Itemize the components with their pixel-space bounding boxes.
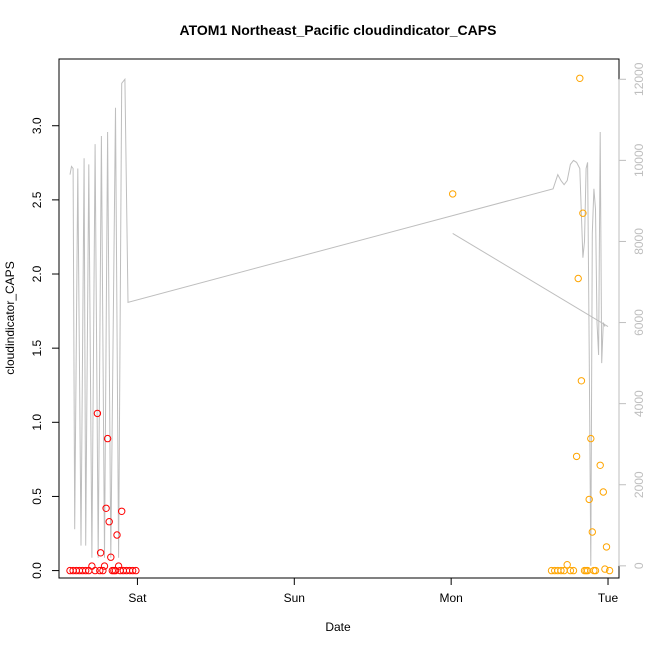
data-point (96, 549, 105, 557)
y-tick-label: 0.0 (30, 562, 44, 579)
data-point (602, 543, 611, 551)
data-point (99, 566, 107, 575)
y-tick-label: 3.0 (30, 117, 44, 134)
y2-tick-label: 8000 (632, 228, 646, 255)
data-point (107, 553, 115, 561)
y-axis-left: 0.0 0.5 1.0 1.5 2.0 2.5 3.0 (30, 117, 60, 579)
data-point (579, 209, 587, 217)
data-point (100, 562, 109, 570)
data-point (132, 566, 140, 575)
data-point (449, 190, 457, 198)
y2-tick-label: 12000 (632, 62, 646, 96)
data-point (605, 566, 614, 575)
data-point (596, 461, 604, 469)
y-axis-label: cloudindicator_CAPS (3, 261, 17, 374)
data-point (591, 566, 600, 575)
secondary-line-layer (69, 77, 609, 566)
data-point (588, 528, 596, 536)
data-point (113, 531, 121, 539)
data-point (601, 565, 609, 573)
secondary-line (69, 77, 606, 566)
data-point (91, 566, 99, 575)
x-axis: Sat Sun Mon Tue (128, 577, 619, 605)
secondary-segment (452, 232, 609, 328)
data-point (572, 452, 581, 461)
y-tick-label: 1.0 (30, 414, 44, 431)
y-tick-label: 2.0 (30, 265, 44, 282)
x-axis-label: Date (325, 620, 351, 634)
x-tick-label: Sun (284, 591, 305, 605)
x-tick-label: Sat (128, 591, 147, 605)
y2-tick-label: 10000 (632, 143, 646, 177)
data-point (102, 504, 110, 512)
y2-tick-label: 0 (632, 562, 646, 569)
x-tick-label: Tue (598, 591, 619, 605)
y-tick-label: 1.5 (30, 339, 44, 356)
data-point (587, 434, 595, 443)
data-point (577, 377, 586, 385)
data-point (566, 566, 575, 575)
x-tick-label: Mon (439, 591, 462, 605)
data-point (114, 562, 123, 570)
y-axis-right: 0 2000 4000 6000 8000 10000 12000 (618, 62, 646, 569)
data-point (569, 566, 578, 575)
y-tick-label: 0.5 (30, 488, 44, 505)
y2-tick-label: 6000 (632, 309, 646, 336)
y2-tick-label: 2000 (632, 471, 646, 498)
data-point (82, 566, 90, 575)
data-point (93, 409, 102, 418)
scatter-points-layer (66, 74, 614, 575)
chart-title: ATOM1 Northeast_Pacific cloudindicator_C… (180, 22, 497, 38)
data-point (118, 507, 126, 515)
data-point (599, 488, 607, 496)
data-point (585, 495, 593, 504)
y2-tick-label: 4000 (632, 390, 646, 417)
data-point (105, 518, 113, 526)
y-tick-label: 2.5 (30, 191, 44, 208)
data-point (129, 566, 137, 575)
data-point (557, 566, 565, 575)
data-point (96, 566, 104, 575)
data-point (574, 274, 582, 283)
data-point (103, 434, 112, 443)
data-point (576, 74, 584, 83)
data-point (563, 561, 571, 569)
